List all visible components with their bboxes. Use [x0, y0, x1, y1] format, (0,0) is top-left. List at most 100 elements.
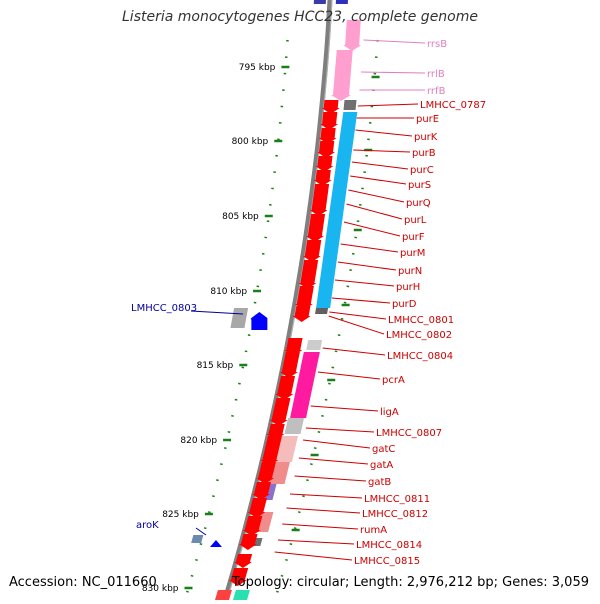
gene-block-top [313, 0, 326, 4]
map-title: Listeria monocytogenes HCC23, complete g… [122, 9, 478, 25]
gene-label-gatA: gatA [370, 460, 393, 471]
gene-arrow-red [302, 240, 322, 262]
leader-line [350, 175, 407, 185]
leader-line [303, 439, 371, 449]
leader-line [331, 297, 391, 304]
gene-arrow-red [228, 568, 249, 586]
leader-line [282, 523, 359, 530]
leader-line [329, 311, 387, 320]
leader-line [337, 261, 397, 271]
leader-line [289, 493, 363, 499]
gene-label-purH: purH [396, 282, 420, 293]
gene-block-grey [284, 418, 305, 434]
gene-arrow-red [260, 436, 283, 466]
gene-label-purB: purB [412, 148, 436, 159]
operon-pur-bar [316, 112, 358, 308]
gene-label-LMHCC_0807: LMHCC_0807 [376, 428, 442, 439]
leader-line [334, 279, 395, 287]
gene-arrow-red [233, 554, 253, 568]
leader-line [294, 475, 367, 482]
tick-label: 805 kbp [222, 212, 259, 222]
gene-arrow-red [247, 498, 268, 518]
gene-label-rumA: rumA [360, 525, 387, 536]
gene-arrow-red [269, 398, 291, 426]
leader-line [195, 527, 207, 536]
gene-label-purE: purE [416, 114, 439, 125]
tick-label: 815 kbp [197, 361, 234, 371]
gene-label-LMHCC_0811: LMHCC_0811 [364, 494, 430, 505]
gene-LMHCC_0803-grey [230, 308, 249, 328]
gene-arrow-red [294, 286, 314, 310]
gene-arrow-red [305, 214, 326, 242]
gene-label-LMHCC_0801: LMHCC_0801 [388, 315, 454, 326]
gene-block-grey [343, 100, 357, 110]
leader-line [351, 161, 409, 170]
gene-label-ligA: ligA [380, 407, 399, 418]
leader-line [360, 71, 426, 74]
leader-line [355, 129, 413, 137]
leader-line [348, 189, 405, 203]
gene-aroK-grey [191, 535, 204, 543]
gene-arrow-red [292, 306, 311, 322]
gene-rrlB [330, 50, 353, 101]
leader-line [310, 405, 379, 412]
leader-line [317, 371, 381, 380]
gene-arrow-red [252, 482, 272, 500]
gene-arrow-red [320, 112, 339, 130]
leader-line [363, 39, 426, 44]
gene-label-rrlB: rrlB [427, 69, 445, 80]
gene-arrow-red [318, 128, 337, 144]
gene-label-pcrA: pcrA [382, 375, 405, 386]
gene-label-gatC: gatC [372, 444, 395, 455]
leader-line [328, 315, 385, 335]
gene-label-rrfB: rrfB [427, 86, 446, 97]
gene-arrow-red [279, 352, 300, 378]
gene-rrsB [343, 20, 362, 51]
gene-arrow-red [256, 462, 276, 484]
gene-label-purF: purF [402, 232, 425, 243]
gene-label-purD: purD [392, 299, 417, 310]
gene-arrow-red [317, 141, 336, 158]
gene-arrow-red [298, 260, 319, 289]
tick-label: 810 kbp [210, 287, 247, 297]
gene-arrow-red [284, 338, 303, 356]
gene-label-LMHCC_0803: LMHCC_0803 [131, 303, 197, 314]
gene-block-salmon [275, 436, 299, 462]
gene-label-LMHCC_0787: LMHCC_0787 [420, 100, 486, 111]
leader-line [274, 551, 353, 561]
tick-label: 795 kbp [239, 63, 276, 73]
gene-LMHCC_0803 [251, 312, 268, 330]
leader-line [357, 103, 419, 107]
gene-block-grey [306, 340, 323, 350]
leader-line [286, 507, 361, 514]
gene-block-top [335, 0, 348, 4]
gene-label-purL: purL [404, 215, 427, 226]
gene-label-purQ: purQ [406, 198, 431, 209]
gene-arrow-red [215, 590, 232, 600]
leader-line [190, 310, 244, 315]
tick-label: 800 kbp [232, 137, 269, 147]
gene-block-grey [315, 308, 329, 314]
leader-line [340, 243, 399, 253]
leader-line [353, 149, 411, 153]
tick-label: 820 kbp [180, 436, 217, 446]
leader-line [346, 203, 403, 220]
gene-label-purM: purM [400, 248, 425, 259]
gene-label-LMHCC_0814: LMHCC_0814 [356, 540, 422, 551]
gene-block-teal [233, 590, 250, 600]
leader-line [298, 457, 369, 465]
operon-ligA-bar [290, 352, 320, 418]
gene-arrow-red [242, 516, 263, 536]
gene-arrow-red [275, 376, 296, 400]
tick-label: 825 kbp [162, 510, 199, 520]
gene-label-LMHCC_0802: LMHCC_0802 [386, 330, 452, 341]
topology-label: Topology: circular; Length: 2,976,212 bp… [231, 575, 589, 590]
accession-label: Accession: NC_011660 [9, 575, 157, 590]
gene-aroK [209, 540, 222, 547]
gene-label-aroK: aroK [136, 520, 159, 531]
leader-line [277, 539, 355, 545]
tick-label: 830 kbp [142, 584, 179, 594]
gene-label-LMHCC_0815: LMHCC_0815 [354, 556, 420, 567]
leader-line [322, 347, 386, 356]
